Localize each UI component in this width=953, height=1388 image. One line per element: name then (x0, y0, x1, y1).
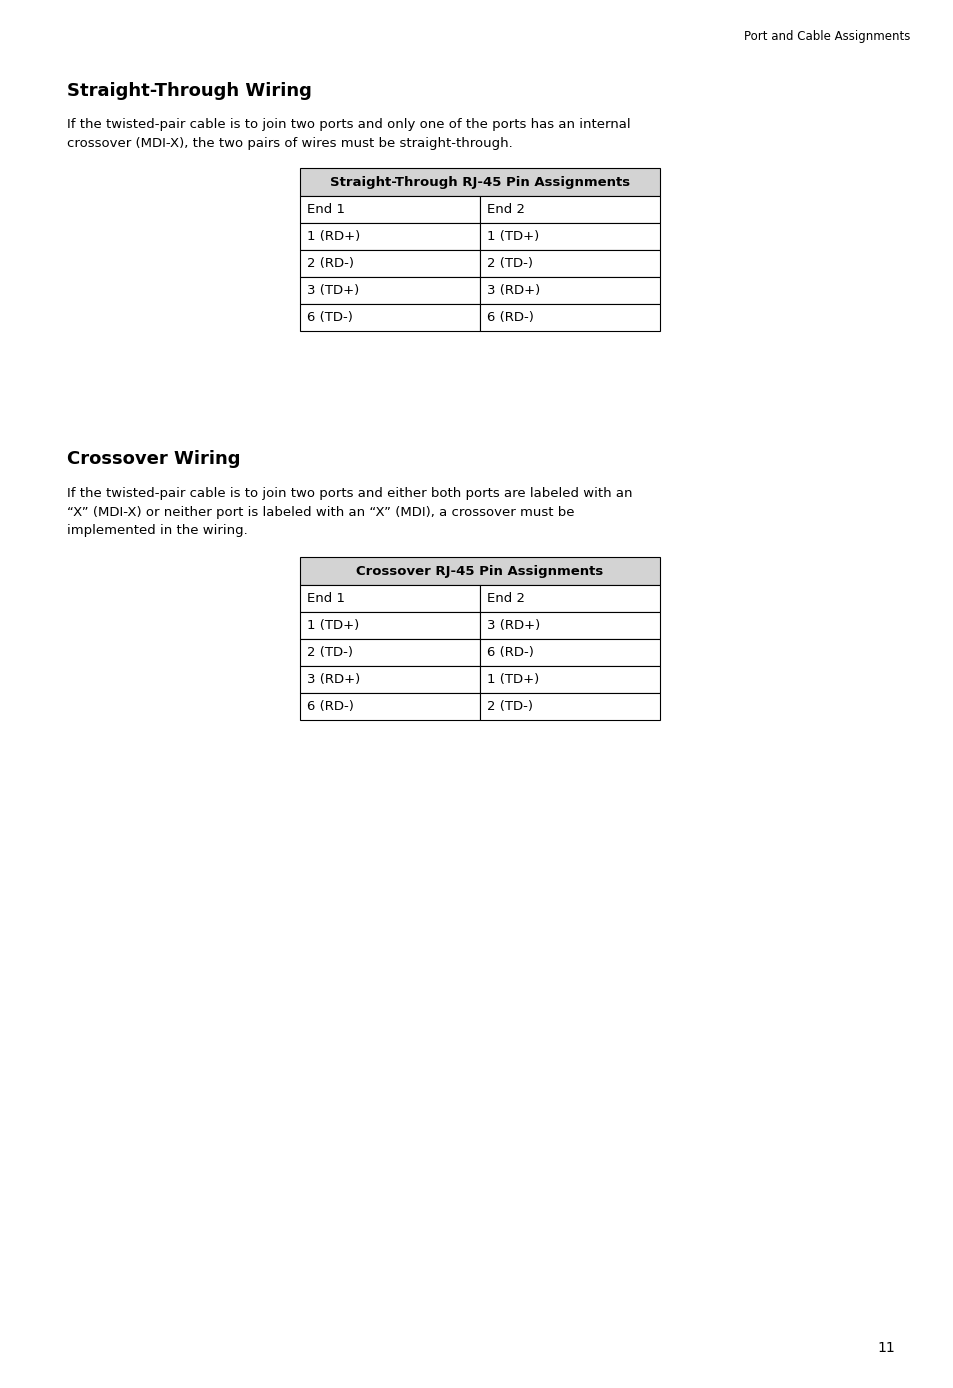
Text: If the twisted-pair cable is to join two ports and either both ports are labeled: If the twisted-pair cable is to join two… (67, 487, 632, 537)
Text: 2 (RD-): 2 (RD-) (307, 257, 354, 271)
Text: Straight-Through RJ-45 Pin Assignments: Straight-Through RJ-45 Pin Assignments (330, 175, 629, 189)
Bar (299, 584, 479, 612)
Text: 3 (RD+): 3 (RD+) (307, 673, 360, 686)
Bar (299, 666, 479, 693)
Text: 6 (RD-): 6 (RD-) (307, 700, 354, 713)
Bar (479, 584, 659, 612)
Bar (299, 250, 479, 278)
Text: 6 (RD-): 6 (RD-) (486, 645, 534, 659)
Bar (299, 304, 479, 330)
Text: 3 (RD+): 3 (RD+) (486, 619, 539, 632)
Text: Crossover Wiring: Crossover Wiring (67, 450, 240, 468)
Text: 6 (TD-): 6 (TD-) (307, 311, 353, 323)
Text: End 1: End 1 (307, 203, 345, 217)
Bar (479, 250, 659, 278)
Bar (299, 196, 479, 223)
Bar (479, 638, 659, 666)
Text: End 1: End 1 (307, 593, 345, 605)
Text: 2 (TD-): 2 (TD-) (486, 257, 533, 271)
Text: 3 (TD+): 3 (TD+) (307, 285, 359, 297)
Bar (479, 223, 659, 250)
Text: 1 (RD+): 1 (RD+) (307, 230, 360, 243)
Text: End 2: End 2 (486, 593, 524, 605)
Bar (299, 693, 479, 720)
Bar (479, 278, 659, 304)
Bar (479, 666, 659, 693)
Text: 3 (RD+): 3 (RD+) (486, 285, 539, 297)
Bar (479, 304, 659, 330)
Bar (299, 638, 479, 666)
Text: If the twisted-pair cable is to join two ports and only one of the ports has an : If the twisted-pair cable is to join two… (67, 118, 630, 150)
Bar (299, 223, 479, 250)
Text: 2 (TD-): 2 (TD-) (307, 645, 353, 659)
Bar (299, 557, 659, 584)
Text: 1 (TD+): 1 (TD+) (307, 619, 359, 632)
Text: Straight-Through Wiring: Straight-Through Wiring (67, 82, 312, 100)
Bar (299, 168, 659, 196)
Text: 2 (TD-): 2 (TD-) (486, 700, 533, 713)
Text: Crossover RJ-45 Pin Assignments: Crossover RJ-45 Pin Assignments (356, 565, 603, 577)
Text: 1 (TD+): 1 (TD+) (486, 230, 538, 243)
Bar (479, 693, 659, 720)
Text: 6 (RD-): 6 (RD-) (486, 311, 534, 323)
Text: 11: 11 (877, 1341, 894, 1355)
Bar (299, 612, 479, 638)
Bar (479, 612, 659, 638)
Bar (479, 196, 659, 223)
Text: Port and Cable Assignments: Port and Cable Assignments (742, 31, 909, 43)
Bar (299, 278, 479, 304)
Text: End 2: End 2 (486, 203, 524, 217)
Text: 1 (TD+): 1 (TD+) (486, 673, 538, 686)
